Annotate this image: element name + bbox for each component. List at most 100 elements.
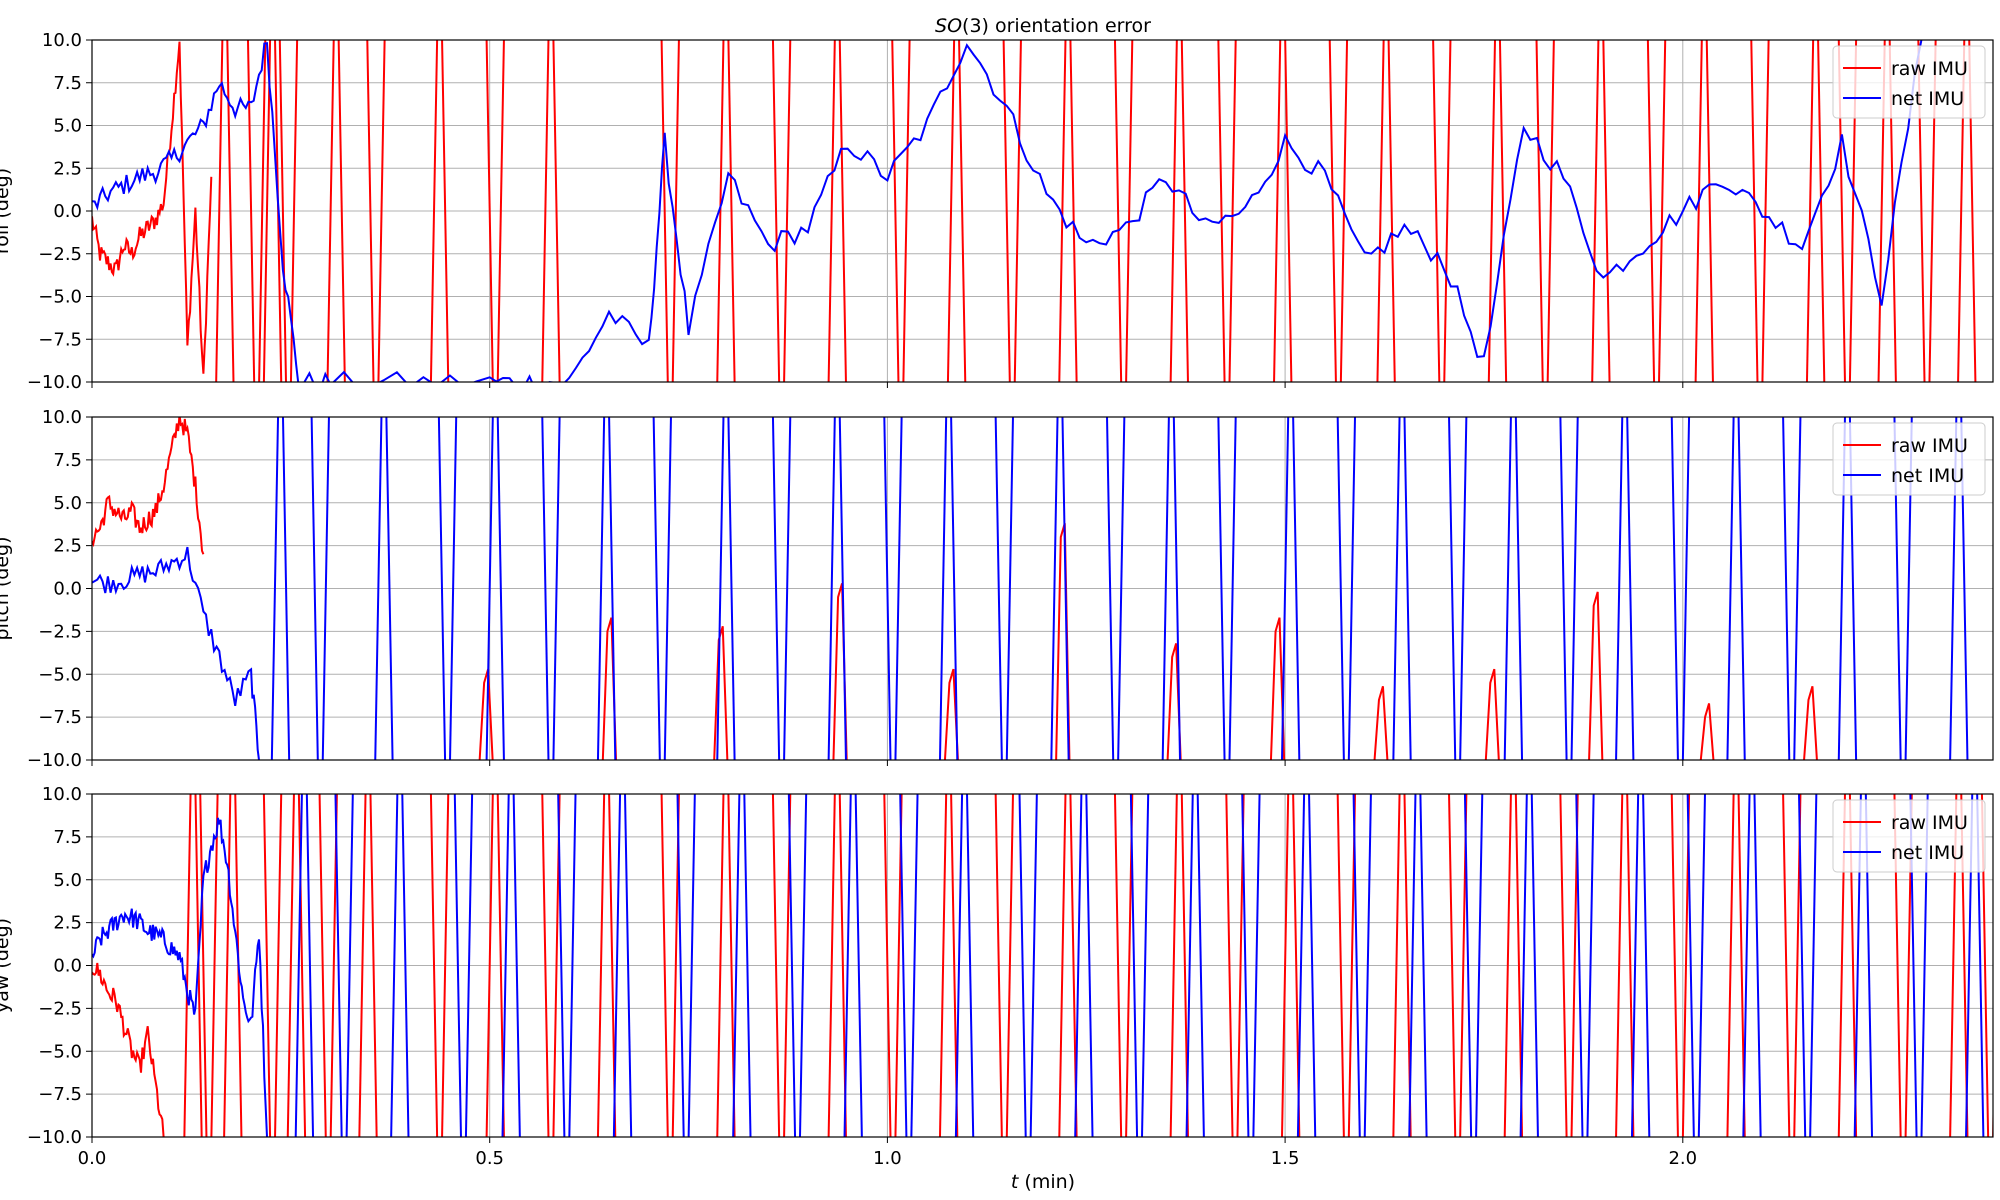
series-wrap-sweep [1002,40,1011,382]
series-wrap-sweep [1697,794,1706,1137]
y-tick-label: 2.5 [53,913,82,934]
series-wrap-sweep [827,417,836,760]
series-wrap-sweep [843,794,852,1137]
series-peak [1588,591,1604,760]
series-wrap-sweep [1798,794,1807,1137]
series-wrap-sweep [1448,417,1457,760]
series-wrap-sweep [827,40,836,382]
series-wrap-sweep [1392,794,1401,1137]
y-axis-label: roll (deg) [0,168,13,254]
series-wrap-sweep [1432,40,1441,382]
series-wrap-sweep [1503,417,1512,760]
legend-label: raw IMU [1891,812,1968,834]
series-wrap-sweep [727,417,736,760]
y-axis-label: pitch (deg) [0,537,13,641]
series-wrap-sweep [1503,794,1512,1137]
series-wrap-sweep [1228,40,1237,382]
series-wrap-sweep [787,794,797,1137]
series-wrap-sweep [1141,794,1150,1137]
legend-label: net IMU [1891,465,1964,487]
series-wrap-sweep [1642,794,1651,1137]
series-wrap-sweep [1129,794,1139,1137]
series-wrap-sweep [950,417,959,760]
series-wrap-sweep [612,794,622,1137]
series-wrap-sweep [1292,417,1301,760]
series-wrap-sweep [1050,417,1059,760]
series-wrap-sweep [1992,1086,1993,1137]
series-wrap-sweep [1615,794,1624,1137]
series-wrap-sweep [1241,794,1250,1137]
series-peak [1699,703,1715,760]
series-wrap-sweep [716,40,725,382]
series-peak [1803,685,1818,760]
series-wrap-sweep [894,417,903,760]
y-tick-label: −7.5 [38,329,82,350]
series-wrap-sweep [1670,417,1679,760]
series-wrap-sweep [1180,40,1189,382]
series-wrap-sweep [1559,794,1568,1137]
series-wrap-sweep [1498,40,1508,382]
legend: raw IMU net IMU [1832,422,1986,496]
series-wrap-sweep [652,417,661,760]
axes-frame [91,39,1994,383]
series-wrap-sweep [1085,794,1094,1137]
series-wrap-sweep [1782,794,1791,1137]
series-wrap-sweep [1805,40,1815,382]
series-wrap-sweep [441,40,450,382]
series-peak [713,625,729,760]
series-wrap-sweep [1694,40,1703,382]
series-wrap-sweep [1448,794,1457,1137]
legend-box [1832,45,1986,119]
series-wrap-sweep [281,417,291,760]
series-wrap-sweep [1284,40,1293,382]
series-line-raw-imu [92,962,165,1137]
series-wrap-sweep [891,40,900,382]
series-wrap-sweep [1809,794,1818,1137]
series-wrap-sweep [199,794,208,1137]
series-wrap-sweep [946,40,956,382]
series-wrap-sweep [660,794,669,1137]
series-wrap-sweep [1686,794,1695,1137]
series-wrap-sweep [1273,40,1282,382]
series-wrap-sweep [1074,794,1083,1137]
series-wrap-sweep [541,417,550,760]
series-wrap-sweep [854,794,863,1137]
series-wrap-sweep [687,794,696,1137]
series-wrap-sweep [246,40,256,382]
series-wrap-sweep [496,40,505,382]
series-wrap-sweep [1061,417,1070,760]
series-wrap-sweep [215,40,224,382]
series-wrap-sweep [798,794,808,1137]
y-tick-label: 2.5 [53,536,82,557]
series-wrap-sweep [429,40,439,382]
series-wrap-sweep [334,794,343,1137]
series-wrap-sweep [1029,794,1038,1137]
series-wrap-sweep [1005,794,1014,1137]
series-wrap-sweep [1459,417,1468,760]
series-wrap-sweep [270,417,280,760]
series-wrap-sweep [994,417,1003,760]
series-wrap-sweep [286,794,295,1137]
series-wrap-sweep [1419,794,1428,1137]
series-wrap-sweep [1169,794,1178,1137]
series-wrap-sweep [183,794,192,1137]
series-wrap-sweep [1185,794,1194,1137]
series-wrap-sweep [899,794,908,1137]
series-wrap-sweep [1403,417,1412,760]
y-tick-label: −10.0 [27,750,82,771]
axes-frame [91,793,1994,1138]
y-axis-label: yaw (deg) [0,918,13,1013]
series-wrap-sweep [1363,794,1372,1137]
series-wrap-sweep [1069,40,1078,382]
y-tick-label: 0.0 [53,956,82,977]
series-wrap-sweep [557,794,566,1137]
series-wrap-sweep [274,794,283,1137]
series-wrap-sweep [1161,417,1170,760]
y-tick-label: −5.0 [38,1041,82,1062]
series-wrap-sweep [624,794,633,1137]
series-wrap-sweep [1475,794,1484,1137]
series-wrap-sweep [1387,40,1396,382]
series-wrap-sweep [1196,794,1205,1137]
series-wrap-sweep [771,794,781,1137]
